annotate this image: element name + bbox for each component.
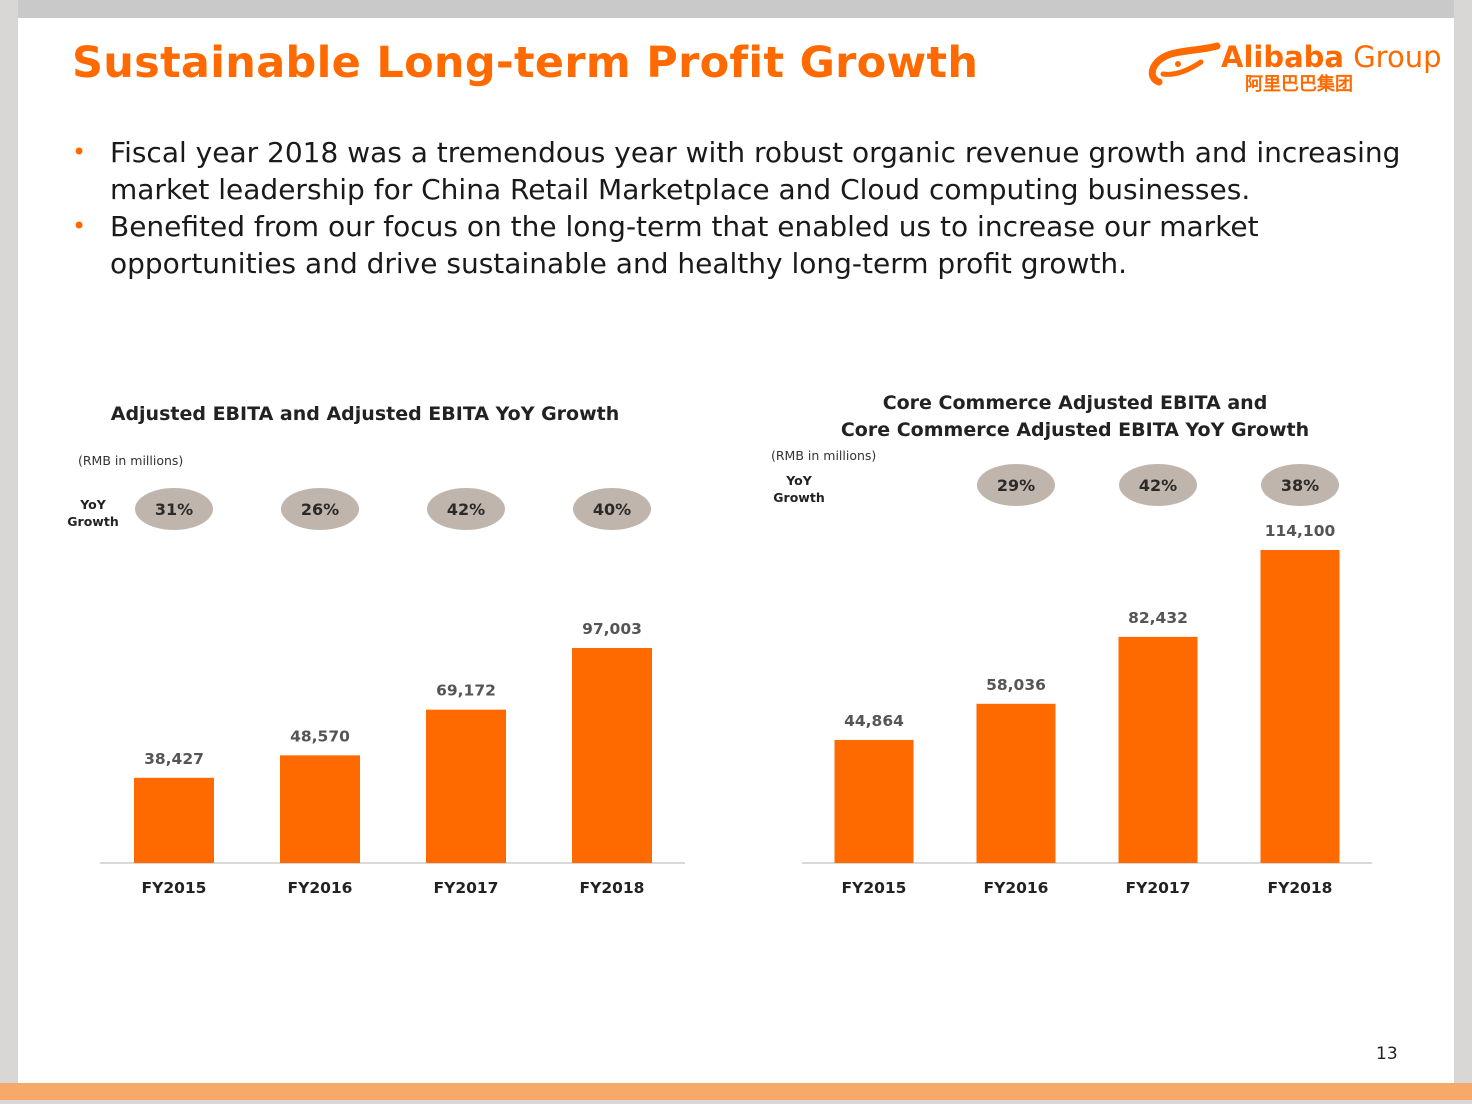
bar-fy2018 <box>1260 550 1340 863</box>
chart-1-title: Adjusted EBITA and Adjusted EBITA YoY Gr… <box>110 403 620 425</box>
data-label: 38,427 <box>144 750 204 768</box>
bullet-list: • Fiscal year 2018 was a tremendous year … <box>70 134 1410 282</box>
category-label: FY2017 <box>434 879 499 897</box>
bar-fy2018 <box>572 647 652 863</box>
logo-wordmark: Alibaba Group <box>1221 40 1442 74</box>
yoy-growth-pill <box>135 488 213 530</box>
chart-1-plot: 38,427 FY2015 31% 48,570 FY2016 26% 69,172 FY20… <box>100 488 685 897</box>
window-top-border <box>0 0 1472 18</box>
bullet-dot-icon: • <box>72 138 87 166</box>
bar-fy2017 <box>426 709 506 863</box>
yoy-growth-label: 29% <box>997 476 1035 495</box>
chart-1-unit: (RMB in millions) <box>78 453 184 468</box>
chart-2-unit: (RMB in millions) <box>771 448 877 463</box>
alibaba-smile-icon <box>1148 42 1221 86</box>
category-label: FY2016 <box>984 879 1049 895</box>
data-label: 69,172 <box>436 682 496 700</box>
category-label: FY2016 <box>288 879 353 897</box>
bar-fy2016 <box>280 755 360 863</box>
page-title: Sustainable Long-term Profit Growth <box>72 38 979 88</box>
data-label: 44,864 <box>844 712 904 730</box>
yoy-growth-label: 26% <box>301 500 339 519</box>
window-left-border <box>0 0 18 1104</box>
bullet-dot-icon: • <box>72 212 87 240</box>
category-label: FY2017 <box>1126 879 1191 895</box>
yoy-growth-label: 40% <box>593 500 631 519</box>
data-label: 97,003 <box>582 620 642 638</box>
yoy-growth-pill <box>977 464 1055 506</box>
category-label: FY2015 <box>842 879 907 895</box>
yoy-growth-pill <box>1261 464 1339 506</box>
category-label: FY2015 <box>142 879 207 897</box>
slide <box>18 18 1454 1083</box>
window-right-border <box>1454 0 1472 1104</box>
logo-chinese-name: 阿里巴巴集团 <box>1245 74 1353 95</box>
chart-1-yoy-label: YoY Growth <box>67 497 119 529</box>
bar-fy2015 <box>834 739 914 863</box>
bar-fy2017 <box>1118 636 1198 863</box>
yoy-growth-pill <box>573 488 651 530</box>
yoy-growth-pill <box>427 488 505 530</box>
window-bottom-border <box>0 1100 1472 1104</box>
data-label: 58,036 <box>986 676 1046 694</box>
category-label: FY2018 <box>1268 879 1333 895</box>
yoy-growth-label: 42% <box>1139 476 1177 495</box>
yoy-growth-pill <box>1119 464 1197 506</box>
yoy-growth-pill <box>281 488 359 530</box>
yoy-growth-label: 42% <box>447 500 485 519</box>
data-label: 48,570 <box>290 727 350 745</box>
bar-fy2016 <box>976 703 1056 863</box>
chart-2-title: Core Commerce Adjusted EBITA and Core Com… <box>840 392 1310 441</box>
alibaba-group-logo: Alibaba Group 阿里巴巴集团 <box>1145 36 1442 96</box>
category-label: FY2018 <box>580 879 645 897</box>
yoy-growth-label: 31% <box>155 500 193 519</box>
data-label: 114,100 <box>1265 522 1336 540</box>
bullet-item: • Fiscal year 2018 was a tremendous year … <box>72 136 1401 206</box>
page-number: 13 <box>1376 1044 1398 1064</box>
slide-footer-band <box>0 1083 1472 1104</box>
chart-2-yoy-label: YoY Growth <box>773 473 825 505</box>
yoy-growth-label: 38% <box>1281 476 1319 495</box>
bar-fy2015 <box>134 777 214 863</box>
data-label: 82,432 <box>1128 609 1188 627</box>
chart-2-plot: 44,864 FY2015 58,036 FY2016 29% 82,432 FY2017 4… <box>802 464 1372 895</box>
bullet-item: • Benefited from our focus on the long-te… <box>72 210 1259 280</box>
